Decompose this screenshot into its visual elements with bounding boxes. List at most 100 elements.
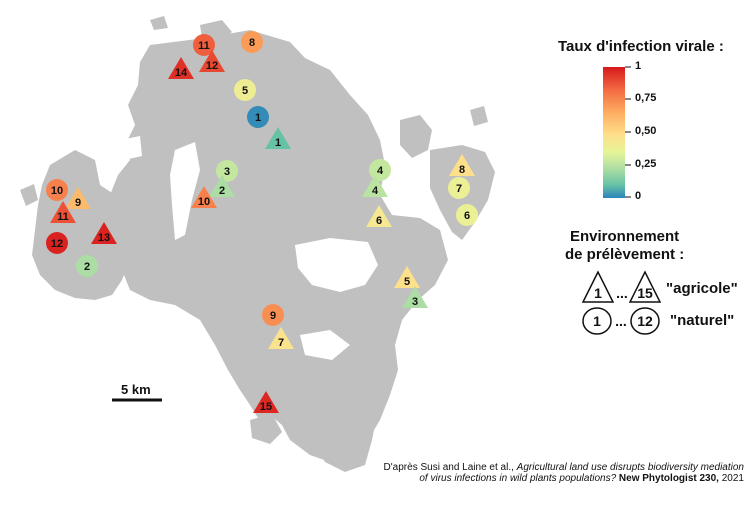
site-label-11: 11 [198, 40, 210, 52]
site-nat-12: 12 [46, 232, 68, 254]
site-agri-12: 12 [199, 50, 225, 72]
site-triangle-14 [168, 57, 194, 79]
site-nat-10: 10 [46, 179, 68, 201]
site-nat-4: 4 [369, 159, 391, 181]
site-circle-1 [247, 106, 269, 128]
source-credit-line2: of virus infections in wild plants popul… [364, 473, 744, 484]
site-triangle-15 [253, 391, 279, 413]
site-triangle-7 [268, 327, 294, 349]
main-island [105, 30, 448, 462]
site-agri-8: 8 [449, 154, 475, 176]
site-label-4: 4 [377, 165, 384, 177]
site-nat-5: 5 [234, 79, 256, 101]
site-triangle-5 [394, 266, 420, 288]
site-triangle-10 [191, 186, 217, 208]
east-water [295, 238, 378, 292]
site-circle-7 [448, 177, 470, 199]
site-label-14: 14 [175, 67, 188, 79]
site-label-11: 11 [57, 211, 69, 223]
source-credit-line1: D'après Susi and Laine et al., Agricultu… [364, 462, 744, 473]
site-label-2: 2 [84, 261, 90, 273]
site-circle-6 [456, 204, 478, 226]
source-credit: D'après Susi and Laine et al., Agricultu… [364, 462, 744, 484]
site-triangle-1 [265, 127, 291, 149]
site-label-2: 2 [219, 185, 225, 197]
site-label-7: 7 [456, 183, 462, 195]
site-label-12: 12 [51, 238, 63, 250]
site-agri-9: 9 [65, 187, 91, 209]
landmass [20, 16, 495, 472]
infection-legend-title: Taux d'infection virale : [558, 38, 724, 55]
site-label-1: 1 [275, 137, 281, 149]
west-island [32, 150, 130, 300]
site-label-3: 3 [412, 296, 418, 308]
site-nat-9: 9 [262, 304, 284, 326]
site-circle-10 [46, 179, 68, 201]
site-triangle-11 [50, 201, 76, 223]
site-agri-11: 11 [50, 201, 76, 223]
environment-legend [581, 270, 662, 335]
tick-label-075: 0,75 [635, 92, 657, 104]
site-label-1: 1 [255, 112, 261, 124]
agri-legend-ellipsis: ... [616, 285, 628, 301]
lakes [120, 136, 378, 360]
site-label-3: 3 [224, 166, 230, 178]
site-agri-4: 4 [362, 175, 388, 197]
site-nat-2: 2 [76, 255, 98, 277]
site-agri-6: 6 [366, 205, 392, 227]
agri-legend-triangle-first [581, 270, 615, 303]
site-circle-8 [241, 31, 263, 53]
site-agri-3: 3 [402, 286, 428, 308]
tick-label-1: 1 [635, 60, 642, 72]
site-label-4: 4 [372, 185, 379, 197]
nat-legend-circle-last [630, 307, 660, 335]
site-label-15: 15 [260, 401, 272, 413]
site-agri-1: 1 [265, 127, 291, 149]
islet-4 [150, 16, 168, 30]
site-circle-11 [193, 34, 215, 56]
site-circle-4 [369, 159, 391, 181]
color-legend-bar [603, 67, 625, 198]
site-agri-14: 14 [168, 57, 194, 79]
site-label-12: 12 [206, 60, 218, 72]
tick-label-0: 0 [635, 190, 642, 202]
south-water [300, 330, 350, 360]
environment-title-line2: de prélèvement : [565, 246, 685, 263]
site-label-10: 10 [51, 185, 63, 197]
agri-legend-label: "agricole" [666, 280, 738, 297]
site-circle-12 [46, 232, 68, 254]
site-triangle-12 [199, 50, 225, 72]
color-legend [603, 66, 631, 198]
islet-3 [20, 184, 38, 206]
site-nat-7: 7 [448, 177, 470, 199]
site-triangle-6 [366, 205, 392, 227]
environment-legend-text: 1 ... 15 1 ... 12 [593, 285, 653, 329]
credit-volume: 230, [699, 473, 719, 484]
ne-island [400, 115, 432, 158]
inner-bay [170, 142, 200, 240]
site-triangle-13 [91, 222, 117, 244]
credit-prefix: D'après Susi and Laine et al., [383, 462, 517, 473]
site-nat-11: 11 [193, 34, 215, 56]
site-label-9: 9 [270, 310, 276, 322]
site-agri-7: 7 [268, 327, 294, 349]
site-circle-2 [76, 255, 98, 277]
inlet [120, 136, 142, 160]
site-label-7: 7 [278, 337, 284, 349]
site-triangle-4 [362, 175, 388, 197]
nat-legend-last-number: 12 [637, 313, 653, 329]
scale-bar-label: 5 km [121, 382, 151, 397]
site-label-8: 8 [249, 37, 255, 49]
tick-label-025: 0,25 [635, 158, 657, 170]
credit-year: 2021 [721, 473, 744, 484]
site-nat-6: 6 [456, 204, 478, 226]
site-nat-1: 1 [247, 106, 269, 128]
nat-legend-ellipsis: ... [615, 313, 627, 329]
site-label-6: 6 [376, 215, 382, 227]
site-triangle-9 [65, 187, 91, 209]
site-label-5: 5 [404, 276, 410, 288]
agri-legend-first-number: 1 [594, 285, 602, 301]
site-label-8: 8 [459, 164, 465, 176]
